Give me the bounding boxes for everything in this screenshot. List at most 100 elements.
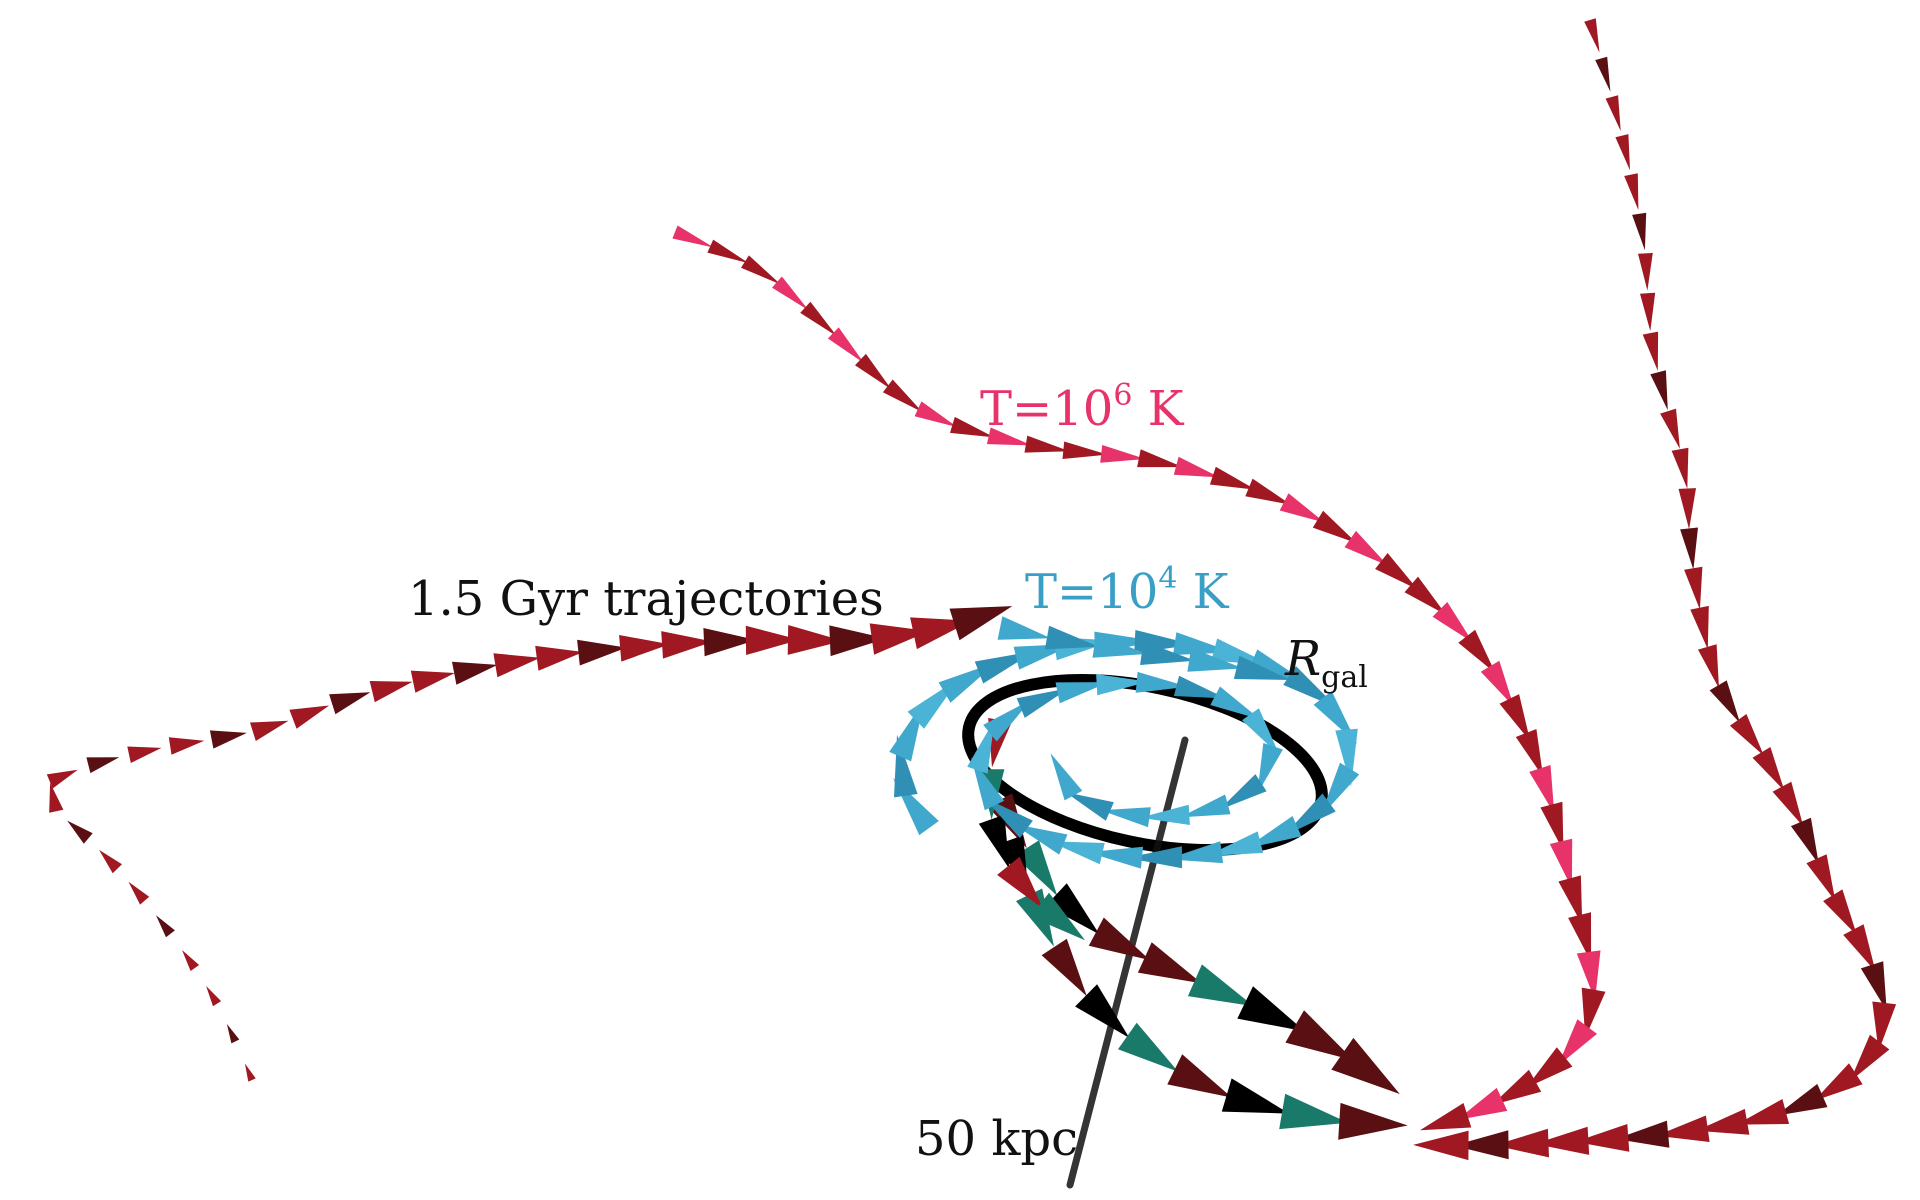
trajectory-arrow — [1458, 629, 1496, 674]
trajectory-arrow — [967, 719, 995, 774]
galaxy-radius-label: Rgal — [1284, 631, 1368, 695]
trajectory-arrow — [1850, 1034, 1890, 1082]
trajectory-arrow — [1100, 445, 1146, 463]
trajectory-arrow — [772, 276, 809, 311]
trajectory-arrow — [1140, 641, 1196, 665]
trajectory-arrow — [1242, 708, 1280, 756]
trajectory-arrow — [855, 353, 892, 390]
trajectory-arrow — [1338, 1102, 1408, 1140]
trajectory-arrow — [1557, 1019, 1597, 1066]
trajectory-arrow — [1320, 762, 1360, 818]
trajectory-arrow — [882, 379, 923, 413]
trajectory-arrow — [1100, 807, 1151, 828]
trajectory-arrow — [1534, 1126, 1590, 1155]
trajectory-arrow — [1050, 753, 1083, 801]
trajectory-arrow — [1776, 1083, 1828, 1116]
trajectory-arrow — [1279, 1093, 1349, 1130]
trajectory-arrow — [1526, 1047, 1573, 1088]
trajectory-arrow — [983, 797, 1033, 838]
trajectory-arrow — [703, 628, 757, 657]
trajectory-arrow — [1492, 1069, 1542, 1105]
trajectory-arrow — [1014, 840, 1058, 896]
trajectory-arrow — [1331, 1037, 1400, 1094]
trajectory-arrow — [1581, 987, 1606, 1038]
trajectory-arrow — [1126, 846, 1183, 869]
trajectory-arrow — [1279, 493, 1325, 523]
trajectory-arrow — [1624, 173, 1639, 211]
trajectory-arrow — [745, 625, 800, 655]
trajectory-arrow — [67, 820, 93, 844]
trajectory-arrow — [1013, 823, 1068, 855]
trajectory-arrow — [1237, 986, 1305, 1032]
trajectory-arrow — [1210, 686, 1261, 720]
trajectory-arrow — [1404, 576, 1447, 615]
trajectory-arrow — [577, 639, 627, 666]
trajectory-arrow — [827, 327, 864, 364]
trajectory-arrow — [86, 757, 120, 774]
trajectory-arrow — [410, 670, 455, 693]
trajectory-arrow — [707, 239, 749, 264]
trajectory-arrow — [1615, 1120, 1670, 1148]
trajectory-arrow — [1075, 984, 1130, 1038]
hot-gas-label: T=106 K — [980, 378, 1185, 437]
trajectory-arrow — [1656, 1115, 1710, 1142]
trajectory-arrow — [1575, 1124, 1630, 1152]
trajectory-arrow — [1642, 331, 1659, 371]
trajectory-arrow — [1030, 892, 1085, 941]
trajectories-label: 1.5 Gyr trajectories — [408, 571, 884, 627]
scale-bar-label: 50 kpc — [915, 1111, 1078, 1167]
trajectory-arrow — [209, 730, 247, 749]
trajectory-arrow — [1595, 56, 1611, 92]
trajectory-arrow — [1772, 781, 1804, 827]
trajectory-arrow — [1209, 466, 1256, 490]
trajectory-arrow — [1605, 95, 1621, 131]
trajectory-arrow — [156, 915, 175, 938]
trajectory-arrow — [1221, 1078, 1290, 1114]
trajectory-arrow — [1413, 1130, 1469, 1161]
trajectory-arrow — [1137, 942, 1202, 984]
trajectory-arrow — [1065, 792, 1114, 821]
trajectory-arrow — [1529, 765, 1555, 814]
trajectory-arrow — [1660, 408, 1680, 449]
trajectory-arrow — [289, 705, 330, 729]
trajectory-arrow — [1049, 841, 1105, 865]
trajectory-arrow — [1096, 674, 1149, 696]
trajectory-arrow — [1245, 478, 1291, 505]
trajectory-arrow — [1615, 134, 1630, 171]
trajectory-arrow — [1375, 553, 1418, 590]
trajectory-arrow — [1044, 625, 1099, 650]
trajectory-arrow — [1558, 875, 1583, 925]
trajectory-arrow — [1698, 644, 1719, 689]
trajectory-arrow — [983, 699, 1031, 742]
trajectory-arrow — [1024, 435, 1070, 453]
trajectory-arrow — [1790, 817, 1819, 865]
trajectory-arrow — [997, 856, 1043, 909]
trajectory-arrow — [787, 625, 844, 655]
trajectory-arrow — [1684, 566, 1703, 610]
trajectory-arrow — [182, 950, 200, 971]
trajectory-arrow — [997, 616, 1051, 640]
trajectory-arrow — [1515, 729, 1544, 778]
cold-gas-label: T=104 K — [1025, 561, 1230, 620]
trajectory-arrow — [206, 986, 222, 1007]
trajectory-arrow — [1823, 889, 1857, 936]
trajectory-arrow — [1187, 964, 1254, 1007]
trajectory-arrow — [535, 645, 584, 671]
trajectory-arrow — [452, 661, 498, 685]
trajectory-arrow — [1432, 602, 1473, 643]
trajectory-arrow — [800, 301, 837, 337]
trajectory-arrow — [369, 681, 413, 703]
trajectory-arrow — [1283, 793, 1336, 837]
trajectory-arrows — [46, 18, 1897, 1161]
trajectory-arrow — [949, 606, 1013, 641]
trajectory-arrow — [1179, 794, 1231, 818]
trajectory-arrow — [1678, 488, 1696, 530]
trajectory-arrow — [128, 881, 150, 905]
trajectory-arrow — [1860, 961, 1887, 1011]
trajectory-arrow — [661, 631, 713, 659]
trajectory-arrow — [99, 849, 122, 874]
trajectory-arrow — [1420, 1103, 1472, 1131]
trajectory-arrow — [1137, 449, 1183, 468]
trajectory-arrow — [226, 1024, 240, 1044]
